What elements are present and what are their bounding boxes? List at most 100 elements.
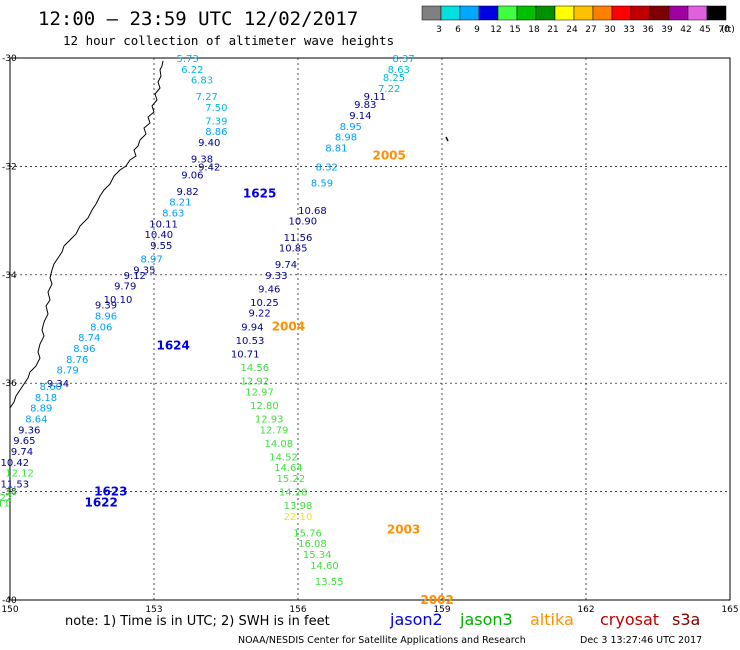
swh-value: 14.22 xyxy=(0,493,12,504)
legend-label: 3 xyxy=(436,25,442,35)
swh-value: 14.28 xyxy=(279,488,308,499)
swh-value: 9.55 xyxy=(150,241,172,252)
swh-value: 8.37 xyxy=(392,54,414,65)
swh-value: 8.76 xyxy=(66,355,88,366)
satellite-legend: jason2 jason3 altika cryosat s3a xyxy=(389,610,700,629)
legend-label: 24 xyxy=(566,25,578,35)
swh-value: 12.80 xyxy=(250,401,279,412)
swh-value: 22.10 xyxy=(284,512,313,523)
legend-label: 15 xyxy=(509,25,520,35)
legend-label: 30 xyxy=(604,25,616,35)
swh-value: 9.11 xyxy=(364,92,386,103)
swh-value: 8.97 xyxy=(140,255,162,266)
legend-swatch xyxy=(459,5,480,21)
swh-value: 14.64 xyxy=(274,463,303,474)
swh-value: 8.18 xyxy=(35,393,57,404)
swh-value: 7.39 xyxy=(205,116,227,127)
legend-swatch xyxy=(573,5,594,21)
swh-value: 10.25 xyxy=(250,298,279,309)
swh-value: 14.52 xyxy=(269,452,298,463)
swh-value: 8.89 xyxy=(30,404,52,415)
swh-value: 15.22 xyxy=(276,474,305,485)
legend-swatch xyxy=(497,5,518,21)
swh-value: 10.68 xyxy=(298,206,327,217)
swh-value: 9.36 xyxy=(18,425,40,436)
swh-value: 9.46 xyxy=(258,284,280,295)
color-legend: 3 6 9 12 15 18 21 24 27 30 33 36 39 42 45 70(ft) xyxy=(421,5,735,35)
swh-value: 10.90 xyxy=(288,217,317,228)
lat-tick-label: -32 xyxy=(2,162,17,172)
swh-value: 12.12 xyxy=(5,469,34,480)
swh-value: 8.98 xyxy=(335,133,357,144)
lat-tick-label: -34 xyxy=(2,271,17,281)
swh-value: 9.74 xyxy=(11,447,33,458)
swh-value: 8.25 xyxy=(383,73,405,84)
island-marker xyxy=(445,136,449,142)
pass-label: 1624 xyxy=(156,338,189,352)
legend-label: 39 xyxy=(661,25,673,35)
footer-note: note: 1) Time is in UTC; 2) SWH is in fe… xyxy=(65,614,330,629)
swh-value: 12.97 xyxy=(245,387,274,398)
legend-label: 33 xyxy=(623,25,634,35)
swh-value: 9.94 xyxy=(241,322,263,333)
swh-value: 13.55 xyxy=(315,577,344,588)
legend-label: 27 xyxy=(585,25,596,35)
legend-label: 6 xyxy=(455,25,461,35)
legend-swatch xyxy=(630,5,651,21)
swh-value: 8.60 xyxy=(40,382,62,393)
swh-value: 12.92 xyxy=(240,376,269,387)
satellite-jason3-label: jason3 xyxy=(459,610,513,629)
swh-value: 10.40 xyxy=(144,230,173,241)
swh-value: 9.83 xyxy=(354,100,376,111)
swh-value: 10.71 xyxy=(231,349,260,360)
legend-swatch xyxy=(535,5,556,21)
swh-value: 14.56 xyxy=(240,363,269,374)
lon-tick-label: 150 xyxy=(1,605,18,615)
pass-label: 2002 xyxy=(420,593,453,607)
legend-swatch xyxy=(668,5,689,21)
swh-value: 8.06 xyxy=(90,322,112,333)
legend-label: 45 xyxy=(699,25,710,35)
swh-value: 9.40 xyxy=(198,138,220,149)
swh-value: 8.63 xyxy=(162,208,184,219)
pass-label: 1625 xyxy=(243,187,276,201)
legend-label: 9 xyxy=(474,25,480,35)
swh-value: 8.32 xyxy=(316,162,338,173)
legend-swatch xyxy=(687,5,708,21)
chart-subtitle: 12 hour collection of altimeter wave hei… xyxy=(63,33,394,48)
pass-label: 2005 xyxy=(372,149,405,163)
swh-value: 10.42 xyxy=(0,458,29,469)
swh-value: 9.22 xyxy=(248,309,270,320)
legend-label: 12 xyxy=(490,25,501,35)
swh-value: 15.34 xyxy=(303,550,332,561)
legend-unit: (ft) xyxy=(721,25,735,35)
swh-value: 6.83 xyxy=(191,76,213,87)
lon-tick-label: 159 xyxy=(433,605,450,615)
legend-swatch xyxy=(421,5,442,21)
swh-value: 8.21 xyxy=(169,198,191,209)
swh-value: 10.10 xyxy=(104,295,133,306)
satellite-cryosat-label: cryosat xyxy=(600,610,659,629)
lat-tick-label: -36 xyxy=(2,379,17,389)
legend-label: 42 xyxy=(680,25,691,35)
swh-value: 9.74 xyxy=(275,260,297,271)
legend-label: 36 xyxy=(642,25,654,35)
swh-value: 12.93 xyxy=(255,414,284,425)
pass-label: 2003 xyxy=(387,523,420,537)
legend-swatch xyxy=(649,5,670,21)
swh-value: 8.59 xyxy=(311,179,333,190)
wave-height-observations: 8.378.638.257.229.119.839.148.958.988.81… xyxy=(0,54,415,588)
swh-value: 9.33 xyxy=(265,271,287,282)
graticule xyxy=(10,58,730,600)
swh-value: 14.34 xyxy=(0,488,17,499)
lon-tick-label: 165 xyxy=(721,605,738,615)
pass-label: 1622 xyxy=(84,495,117,509)
swh-value: 9.06 xyxy=(181,171,203,182)
swh-value: 10.85 xyxy=(279,244,308,255)
legend-label: 21 xyxy=(547,25,558,35)
swh-value: 7.50 xyxy=(205,103,227,114)
pass-label: 2004 xyxy=(272,319,305,333)
lat-tick-label: -38 xyxy=(2,488,17,498)
swh-value: 9.12 xyxy=(124,271,146,282)
swh-value: 7.22 xyxy=(378,84,400,95)
